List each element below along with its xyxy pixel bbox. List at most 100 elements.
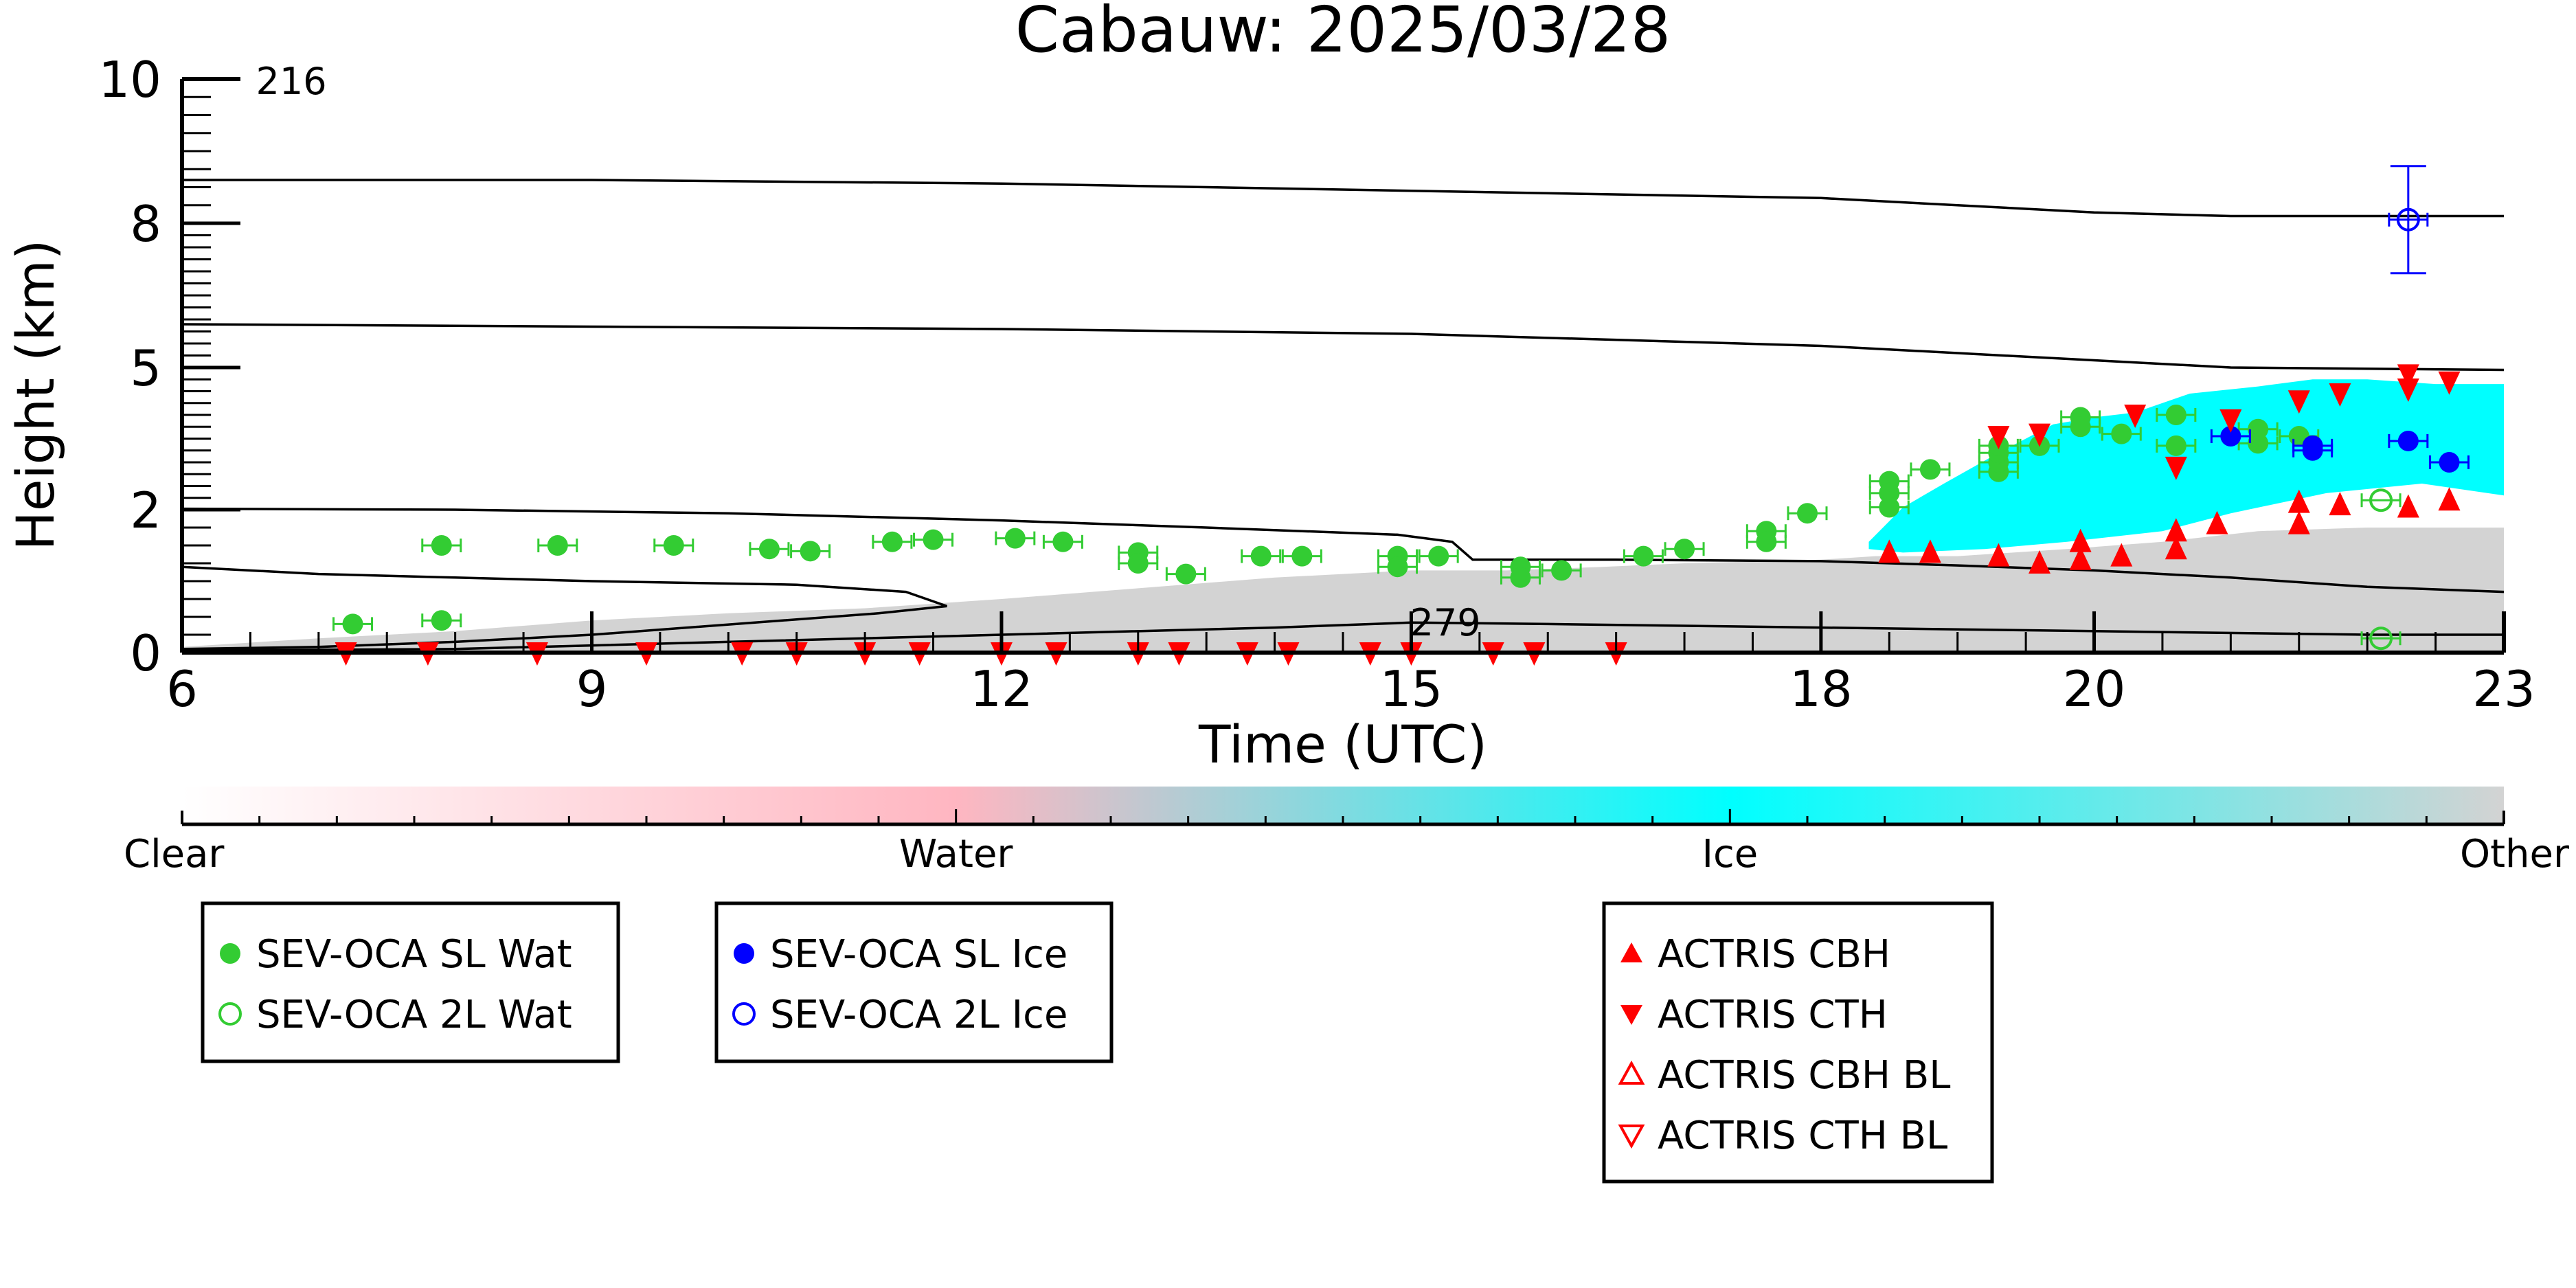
actris-cbh-point-6 <box>2110 543 2133 567</box>
colorbar-label-other: Other <box>2460 832 2570 877</box>
contour-label-1: 216 <box>256 60 327 103</box>
marker <box>2438 371 2461 395</box>
sev-oca-sl-wat-point-5 <box>749 539 790 560</box>
marker <box>2397 364 2419 388</box>
x-axis-label: Time (UTC) <box>1198 714 1487 775</box>
legend-marker <box>732 1002 756 1026</box>
sev-oca-sl-wat-point-22 <box>1623 545 1664 567</box>
legend-box-2: SEV-OCA SL Ice SEV-OCA 2L Ice <box>714 901 1114 1063</box>
marker <box>2397 494 2419 518</box>
axes-layer: 0 2 5 8 10 6 9 12 15 18 20 23 <box>98 51 2535 718</box>
legend-label: ACTRIS CBH BL <box>1658 1053 1950 1098</box>
marker <box>2165 536 2187 560</box>
actris-cbh-point-14 <box>2438 487 2461 511</box>
legend-label: ACTRIS CTH <box>1658 993 1888 1037</box>
sev-oca-sl-wat-point-1 <box>421 610 462 631</box>
sev-oca-sl-ice-point-4 <box>2428 452 2470 473</box>
marker <box>1387 556 1408 578</box>
sev-oca-sl-wat-point-2 <box>421 535 462 556</box>
sev-oca-sl-ice-point-0 <box>2210 426 2251 447</box>
marker <box>1878 539 1901 563</box>
actris-cbh-point-11 <box>2287 489 2310 513</box>
sev-oca-sl-ice-point-2 <box>2292 440 2334 461</box>
actris-cth-point-21 <box>2124 405 2147 428</box>
marker <box>758 539 780 560</box>
colorbar-label-clear: Clear <box>124 832 225 877</box>
marker <box>1291 545 1313 567</box>
legend-label: ACTRIS CTH BL <box>1658 1114 1947 1158</box>
y-tick-label: 10 <box>98 51 161 109</box>
legend-marker <box>1618 1060 1645 1085</box>
y-tick-label: 5 <box>130 339 161 397</box>
plot-background-layer <box>182 379 2504 653</box>
marker <box>2439 452 2460 473</box>
marker <box>923 529 944 550</box>
y-tick-label: 0 <box>130 624 161 682</box>
actris-cbh-point-12 <box>2329 492 2351 516</box>
sev-oca-sl-wat-point-8 <box>913 529 954 550</box>
legend-marker <box>734 943 754 964</box>
sev-oca-sl-wat-point-29 <box>1868 497 1910 518</box>
sev-oca-sl-wat-point-9 <box>995 528 1036 549</box>
sev-oca-sl-wat-point-10 <box>1042 531 1083 552</box>
marker <box>2111 423 2132 444</box>
marker <box>2397 379 2419 403</box>
marker <box>2248 433 2269 454</box>
chart-title: Cabauw: 2025/03/28 <box>1015 0 1671 67</box>
marker <box>2029 550 2050 574</box>
actris-cth-point-19 <box>1987 426 2010 450</box>
marker <box>2329 383 2351 407</box>
sev-oca-sl-wat-point-3 <box>537 535 578 556</box>
legend-frame <box>714 901 1114 1063</box>
marker <box>1919 539 1941 563</box>
sev-oca-sl-wat-point-12 <box>1118 553 1159 574</box>
sev-oca-sl-wat-point-13 <box>1165 563 1206 585</box>
actris-cbh-point-5 <box>2069 546 2092 570</box>
marker <box>2069 546 2092 570</box>
sev-oca-sl-wat-point-37 <box>2060 416 2101 438</box>
marker <box>2302 440 2323 461</box>
colorbar: Clear Water Ice Other <box>124 787 2570 877</box>
marker <box>2070 416 2091 438</box>
sev-oca-sl-wat-point-25 <box>1745 531 1787 552</box>
legend-label: ACTRIS CBH <box>1658 932 1890 977</box>
marker <box>1510 567 1531 588</box>
marker <box>1919 459 1941 480</box>
marker <box>2287 489 2310 513</box>
actris-cbh-point-13 <box>2397 494 2419 518</box>
actris-cbh-point-9 <box>2206 510 2228 534</box>
marker <box>2248 418 2269 440</box>
marker <box>2329 492 2351 516</box>
actris-cbh-point-2 <box>1987 543 2010 567</box>
actris-cth-point-23 <box>2219 409 2242 433</box>
legend-entry: SEV-OCA SL Ice <box>734 932 1067 977</box>
marker <box>2165 435 2187 456</box>
y-tick-label: 8 <box>130 195 161 253</box>
actris-cth-point-28 <box>2438 371 2461 395</box>
legend-label: SEV-OCA SL Ice <box>770 932 1067 977</box>
sev-oca-sl-wat-point-14 <box>1241 545 1282 567</box>
actris-cbh-point-0 <box>1878 539 1901 563</box>
actris-cbh-point-7 <box>2165 518 2187 542</box>
legend-marker <box>218 1002 242 1026</box>
legend-entry: SEV-OCA SL Wat <box>220 932 572 977</box>
x-tick-label: 6 <box>166 660 198 718</box>
sev-oca-sl-wat-point-38 <box>2101 423 2142 444</box>
actris-cth-point-20 <box>2029 423 2050 447</box>
actris-cbh-point-3 <box>2029 550 2050 574</box>
sev-oca-sl-wat-point-21 <box>1541 560 1582 581</box>
legend-marker <box>1620 942 1642 962</box>
sev-oca-sl-wat-point-30 <box>1910 459 1951 480</box>
isotherm-line-1 <box>182 179 2504 218</box>
marker <box>2206 510 2228 534</box>
marker <box>1250 545 1272 567</box>
sev-oca-sl-wat-point-26 <box>1787 503 1828 524</box>
marker <box>1987 426 2010 450</box>
sev-oca-sl-wat-point-4 <box>653 535 694 556</box>
sev-oca-2l-wat-point-0 <box>2360 488 2402 512</box>
marker <box>2110 543 2133 567</box>
sev-oca-sl-wat-point-18 <box>1418 545 1459 567</box>
marker <box>2369 626 2393 651</box>
marker <box>2029 423 2050 447</box>
marker <box>1879 482 1900 504</box>
